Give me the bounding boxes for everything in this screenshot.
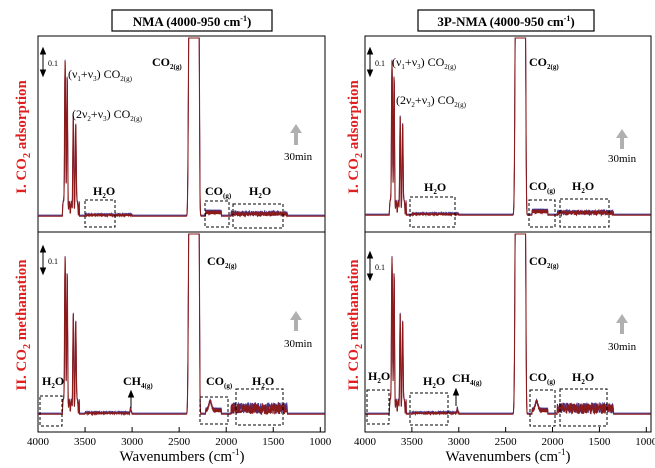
- box-h2o-bl: [39, 395, 63, 427]
- label-v1v3-tl: (ν1+ν3) CO2(g): [68, 67, 133, 83]
- x-tick-label-right-2500: 2500: [495, 436, 518, 448]
- panel-title-right: 3P-NMA (4000-950 cm-1): [417, 9, 595, 32]
- label-co-bl: CO(g): [206, 374, 233, 390]
- box-co-tl: [204, 200, 230, 228]
- label-v2v3-tl: (2ν2+ν3) CO2(g): [72, 107, 143, 123]
- label-co2-tr: CO2(g): [529, 55, 559, 71]
- x-tick-label-left-1000: 1000: [309, 436, 332, 448]
- svg-text:II. CO2 methanation: II. CO2 methanation: [346, 259, 365, 391]
- spectrum-line-panel1-3: [38, 37, 325, 219]
- x-tick-label-left-3000: 3000: [121, 436, 144, 448]
- scale-label-tr: 0.1: [375, 59, 385, 68]
- svg-text:I. CO2 adsorption: I. CO2 adsorption: [14, 79, 33, 193]
- label-co-tl: CO(g): [205, 184, 232, 200]
- scale-bars: [39, 46, 374, 282]
- label-h2o2-tr: H2O: [572, 179, 594, 195]
- svg-text:NMA (4000-950 cm-1): NMA (4000-950 cm-1): [133, 14, 252, 29]
- box-h2o3-br: [559, 388, 608, 427]
- label-h2o-tr: H2O: [424, 180, 446, 196]
- spectra-traces: [38, 37, 651, 417]
- time-label-br: 30min: [608, 341, 637, 353]
- row-label-right-adsorption: I. CO2 adsorption: [346, 79, 365, 193]
- x-tick-label-right-4000: 4000: [354, 436, 377, 448]
- scale-label-tl: 0.1: [48, 59, 58, 68]
- ch4-arrows: [127, 387, 460, 408]
- time-label-tr: 30min: [608, 153, 637, 165]
- spectrum-line-panel4-3: [365, 233, 651, 417]
- x-tick-label-left-3500: 3500: [74, 436, 97, 448]
- label-ch4-bl: CH4(g): [123, 374, 153, 390]
- label-h2o-bl: H2O: [42, 374, 64, 390]
- panel-title-left: NMA (4000-950 cm-1): [111, 9, 273, 32]
- label-co2-bl: CO2(g): [207, 254, 237, 270]
- dashed-boxes: [39, 196, 610, 427]
- box-h2o2-bl: [235, 388, 284, 426]
- frame-bottom-right: [364, 231, 652, 433]
- box-h2o2-tr: [559, 198, 610, 228]
- label-h2o2-br: H2O: [423, 374, 445, 390]
- spectrum-line-panel2-3: [365, 37, 651, 218]
- row-label-left-methanation: II. CO2 methanation: [14, 259, 33, 391]
- x-axes: 4000 3500 3000 2500 2000 1500 1000 4000 3500 3000…: [27, 427, 655, 448]
- label-h2o2-tl: H2O: [249, 184, 271, 200]
- spectrum-line-panel3-1: [38, 233, 325, 415]
- label-v1v3-tr: (ν1+ν3) CO2(g): [392, 55, 457, 71]
- box-co-bl: [199, 396, 229, 425]
- label-v2v3-tr: (2ν2+ν3) CO2(g): [396, 93, 467, 109]
- svg-text:3P-NMA (4000-950 cm-1): 3P-NMA (4000-950 cm-1): [437, 14, 574, 29]
- box-h2o2-tl: [232, 203, 284, 229]
- row-label-left-adsorption: I. CO2 adsorption: [14, 79, 33, 193]
- x-tick-label-left-2500: 2500: [168, 436, 191, 448]
- label-h2o-br: H2O: [368, 369, 390, 385]
- x-tick-label-left-2000: 2000: [215, 436, 238, 448]
- box-co-tr: [528, 199, 556, 228]
- label-h2o2-bl: H2O: [252, 374, 274, 390]
- frame-bottom-left: [37, 231, 326, 433]
- x-tick-label-right-1500: 1500: [588, 436, 611, 448]
- box-h2o2-br: [409, 392, 449, 426]
- label-co-br: CO(g): [529, 370, 556, 386]
- box-h2o-tr: [409, 196, 456, 228]
- label-co2-tl: CO2(g): [152, 55, 182, 71]
- x-axis-title-right: Wavenumbers (cm-1): [446, 447, 571, 465]
- x-axis-title-left: Wavenumbers (cm-1): [120, 447, 245, 465]
- time-label-bl: 30min: [284, 338, 313, 350]
- x-tick-label-right-3500: 3500: [401, 436, 424, 448]
- x-tick-label-right-1000: 1000: [635, 436, 655, 448]
- time-arrows: [290, 124, 628, 334]
- box-h2o-br: [366, 389, 390, 425]
- svg-text:II. CO2 methanation: II. CO2 methanation: [14, 259, 33, 391]
- spectrum-line-panel4-1: [365, 233, 651, 415]
- label-ch4-br: CH4(g): [452, 371, 482, 387]
- time-label-tl: 30min: [284, 151, 313, 163]
- label-co2-br: CO2(g): [529, 254, 559, 270]
- label-h2o3-br: H2O: [572, 370, 594, 386]
- x-tick-label-right-2000: 2000: [542, 436, 565, 448]
- x-tick-label-left-1500: 1500: [262, 436, 285, 448]
- label-co-tr: CO(g): [529, 179, 556, 195]
- x-tick-label-right-3000: 3000: [448, 436, 471, 448]
- scale-label-br: 0.1: [375, 263, 385, 272]
- row-label-right-methanation: II. CO2 methanation: [346, 259, 365, 391]
- box-h2o-tl: [84, 199, 116, 228]
- scale-label-bl: 0.1: [48, 257, 58, 266]
- spectrum-line-panel3-3: [38, 233, 325, 417]
- spectrum-line-panel3-2: [38, 233, 325, 415]
- box-co-br: [529, 389, 556, 427]
- spectrum-line-panel4-2: [365, 233, 651, 415]
- x-tick-label-left-4000: 4000: [27, 436, 50, 448]
- label-h2o-tl: H2O: [93, 184, 115, 200]
- svg-text:I. CO2 adsorption: I. CO2 adsorption: [346, 79, 365, 193]
